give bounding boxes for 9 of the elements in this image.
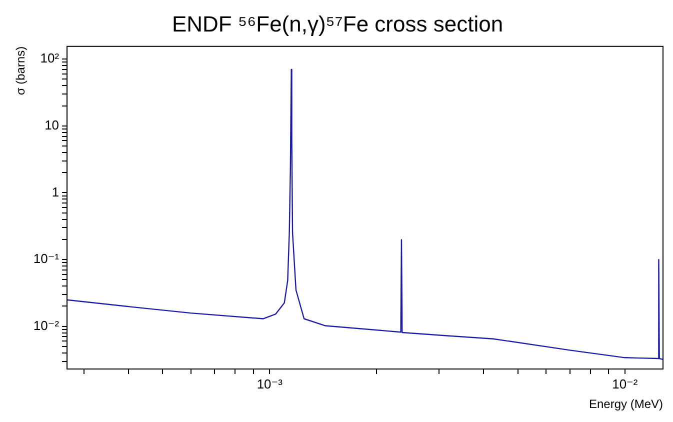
x-tick-label: 10⁻³ <box>256 376 284 392</box>
y-tick-label: 10² <box>40 50 60 66</box>
y-tick-label: 10⁻² <box>33 318 60 333</box>
chart-title: ENDF ⁵⁶Fe(n,γ)⁵⁷Fe cross section <box>172 11 504 36</box>
y-tick-label: 10⁻¹ <box>33 251 60 266</box>
y-axis-title: σ (barns) <box>14 46 28 96</box>
x-axis-title: Energy (MeV) <box>588 397 663 412</box>
y-tick-label: 1 <box>52 184 60 200</box>
y-tick-label: 10 <box>44 118 60 133</box>
